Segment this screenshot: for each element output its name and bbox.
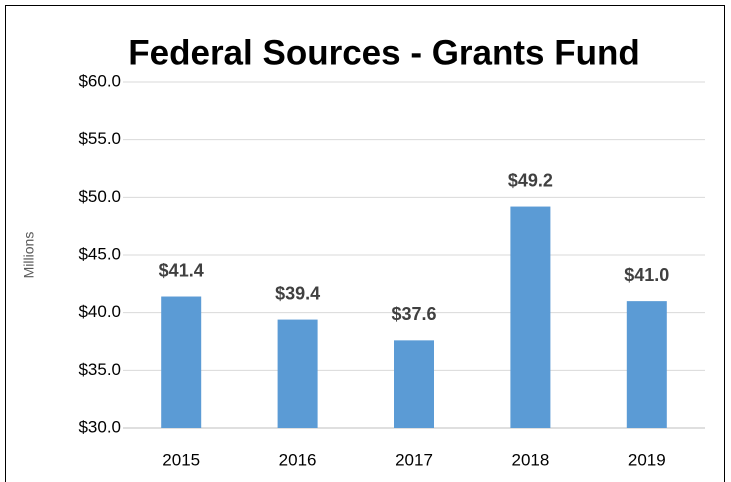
data-label: $41.0 <box>624 265 669 285</box>
y-tick-label: $35.0 <box>78 360 121 379</box>
y-tick-label: $60.0 <box>78 71 121 90</box>
data-label: $41.4 <box>159 260 204 280</box>
x-tick-label: 2019 <box>628 450 666 469</box>
data-label: $39.4 <box>275 283 320 303</box>
y-tick-label: $50.0 <box>78 187 121 206</box>
bar <box>277 319 318 428</box>
bar <box>394 340 434 428</box>
x-tick-label: 2017 <box>395 450 433 469</box>
data-label: $49.2 <box>508 170 553 190</box>
x-tick-label: 2018 <box>511 450 549 469</box>
bar <box>161 296 202 428</box>
bar <box>626 301 667 428</box>
data-label: $37.6 <box>391 304 436 324</box>
chart-title: Federal Sources - Grants Fund <box>128 33 640 72</box>
x-tick-label: 2015 <box>162 450 200 469</box>
y-tick-label: $30.0 <box>78 417 121 436</box>
y-tick-label: $40.0 <box>78 302 121 321</box>
y-tick-label: $45.0 <box>78 244 121 263</box>
y-axis-label: Millions <box>21 232 37 279</box>
x-tick-label: 2016 <box>279 450 317 469</box>
chart-border <box>5 5 725 482</box>
bar <box>510 206 551 428</box>
y-tick-label: $55.0 <box>78 129 121 148</box>
